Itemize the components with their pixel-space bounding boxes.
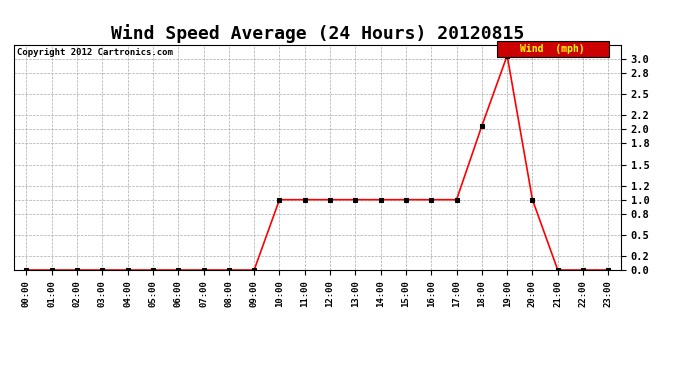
Title: Wind Speed Average (24 Hours) 20120815: Wind Speed Average (24 Hours) 20120815 bbox=[111, 24, 524, 44]
Text: Wind  (mph): Wind (mph) bbox=[520, 44, 585, 54]
FancyBboxPatch shape bbox=[497, 41, 609, 57]
Text: Copyright 2012 Cartronics.com: Copyright 2012 Cartronics.com bbox=[17, 48, 172, 57]
